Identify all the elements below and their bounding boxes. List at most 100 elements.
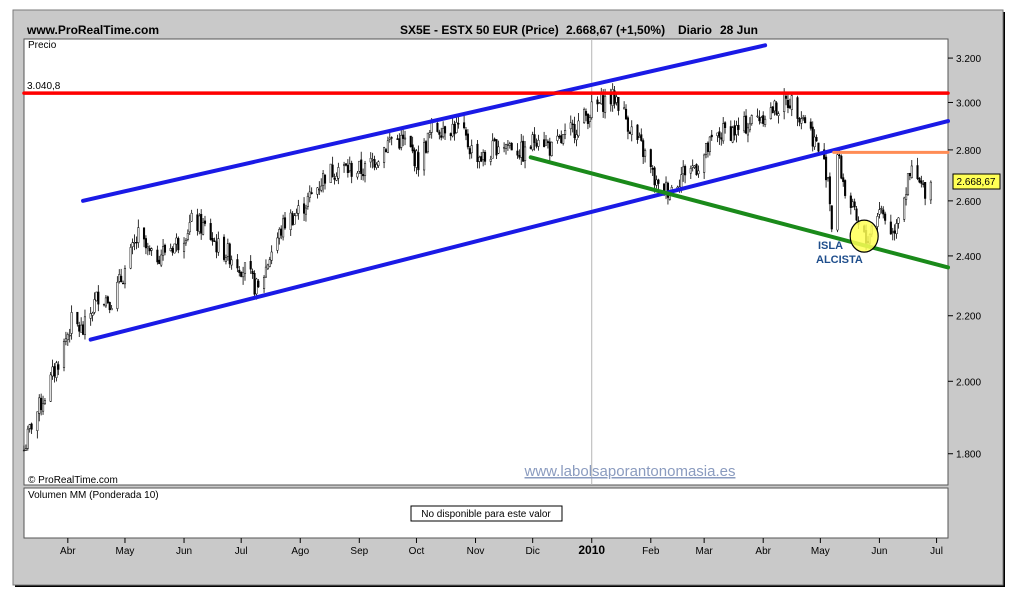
- candle-body: [160, 254, 163, 266]
- candle-body: [318, 188, 321, 191]
- candle-body: [57, 364, 60, 370]
- candle-body: [320, 185, 323, 191]
- candle-body: [40, 397, 43, 411]
- last-value-text: 2.668,67: [957, 177, 996, 188]
- x-tick-label: Feb: [642, 546, 660, 557]
- candle-body: [684, 166, 687, 176]
- candle-body: [264, 266, 268, 278]
- candle-body: [226, 243, 229, 257]
- candle-body: [91, 312, 94, 316]
- candle-body: [55, 362, 58, 378]
- candle-body: [348, 163, 351, 172]
- candle-body: [253, 272, 256, 295]
- candle-body: [36, 411, 39, 431]
- candle-body: [131, 242, 134, 247]
- candle-body: [706, 142, 710, 152]
- x-tick-label: Dic: [525, 546, 539, 557]
- candle-body: [430, 122, 433, 133]
- candle-body: [440, 135, 443, 138]
- candle-body: [516, 150, 519, 156]
- y-tick-label: 2.600: [956, 197, 981, 208]
- candle-body: [62, 340, 66, 368]
- candle-body: [203, 220, 207, 224]
- candle-body: [855, 208, 858, 221]
- candle-body: [464, 129, 468, 136]
- candle-body: [908, 172, 911, 177]
- candle-body: [24, 448, 27, 451]
- x-tick-label: Ago: [291, 546, 309, 557]
- candle-body: [64, 338, 67, 342]
- candle-body: [417, 152, 420, 171]
- channel-upper-line: [81, 43, 768, 203]
- candle-body: [758, 117, 761, 122]
- x-tick-label: 2010: [578, 543, 605, 557]
- candle-body: [43, 400, 47, 404]
- candle-body: [695, 164, 698, 176]
- candle-body: [249, 261, 252, 270]
- y-tick-label: 1.800: [956, 450, 981, 461]
- candle-body: [720, 137, 723, 140]
- candle-body: [415, 150, 418, 168]
- candle-body: [830, 205, 833, 230]
- candle-body: [282, 218, 285, 238]
- candle-body: [924, 182, 927, 199]
- candle-body: [215, 241, 218, 253]
- candle-body: [120, 275, 123, 283]
- candle-body: [640, 134, 643, 141]
- candle-body: [590, 101, 593, 118]
- candle-body: [242, 272, 245, 278]
- candle-body: [144, 238, 147, 249]
- candle-body: [142, 227, 146, 240]
- x-tick-label: Nov: [467, 546, 485, 557]
- annotation-line2: ALCISTA: [816, 254, 863, 266]
- candle-body: [828, 176, 831, 205]
- candle-body: [626, 117, 629, 132]
- instrument-title: SX5E - ESTX 50 EUR (Price): [400, 23, 559, 37]
- candle-body: [211, 238, 214, 242]
- candle-body: [573, 124, 576, 139]
- candle-body: [156, 249, 159, 263]
- candle-body: [745, 115, 748, 134]
- candle-body: [853, 201, 856, 208]
- candle-body: [243, 262, 247, 274]
- candle-body: [504, 143, 508, 149]
- candle-body: [906, 173, 910, 195]
- candle-body: [882, 209, 885, 215]
- candle-body: [617, 96, 620, 111]
- candle-body: [482, 152, 485, 160]
- candle-body: [346, 165, 349, 173]
- candle-body: [171, 248, 174, 253]
- candle-body: [560, 135, 563, 143]
- watermark: www.labolsaporantonomasia.es: [524, 463, 736, 480]
- candle-body: [108, 302, 111, 311]
- candle-body: [377, 161, 380, 166]
- candle-body: [508, 143, 511, 146]
- candle-body: [200, 213, 203, 234]
- candle-body: [533, 134, 536, 143]
- candle-body: [135, 242, 138, 244]
- candle-body: [137, 227, 140, 243]
- candle-body: [68, 334, 71, 337]
- candle-body: [476, 143, 479, 162]
- x-tick-label: Oct: [409, 546, 425, 557]
- candle-body: [426, 132, 429, 153]
- candle-body: [604, 95, 607, 113]
- candle-body: [310, 192, 313, 194]
- candle-body: [202, 222, 205, 235]
- candle-body: [653, 167, 656, 186]
- x-tick-label: Jul: [235, 546, 248, 557]
- candle-body: [558, 135, 561, 138]
- candle-body: [571, 123, 574, 125]
- y-tick-label: 2.800: [956, 146, 981, 157]
- candle-body: [209, 223, 212, 240]
- candle-body: [322, 173, 325, 186]
- candle-body: [483, 151, 487, 162]
- candle-body: [470, 145, 473, 154]
- candle-body: [362, 174, 365, 177]
- date-label: 28 Jun: [720, 23, 758, 37]
- candle-body: [400, 135, 403, 148]
- candle-body: [748, 123, 751, 131]
- candle-body: [811, 126, 814, 147]
- last-price: 2.668,67 (+1,50%): [566, 23, 665, 37]
